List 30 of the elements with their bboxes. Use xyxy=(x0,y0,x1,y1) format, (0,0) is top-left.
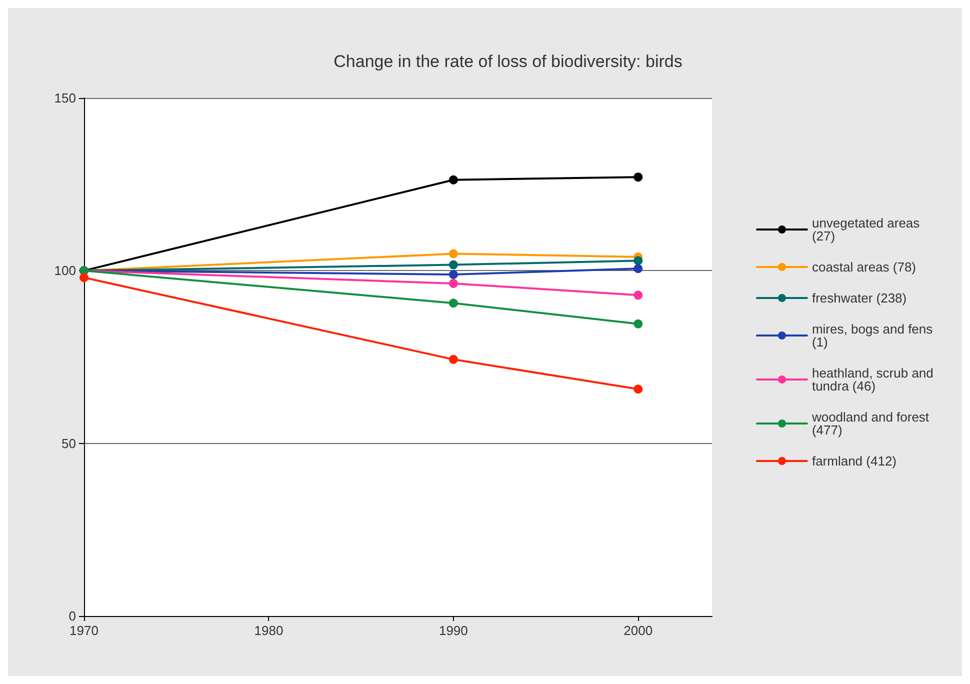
legend-label: heathland, scrub and tundra (46) xyxy=(812,366,938,394)
legend-label: freshwater (238) xyxy=(812,290,907,306)
legend-label: woodland and forest (477) xyxy=(810,410,933,438)
y-tick-label: 50 xyxy=(62,436,76,451)
point xyxy=(448,249,458,258)
point xyxy=(448,354,458,364)
point xyxy=(448,278,458,288)
point xyxy=(634,384,643,394)
x-tick-label: 1980 xyxy=(254,623,284,638)
point xyxy=(634,172,643,182)
point xyxy=(448,175,458,184)
point xyxy=(448,270,458,279)
y-tick-label: 150 xyxy=(54,90,76,106)
x-tick-label: 1970 xyxy=(70,623,98,638)
point xyxy=(634,256,643,266)
x-tick-label: 1990 xyxy=(438,623,468,638)
y-tick-label: 0 xyxy=(68,608,76,624)
point xyxy=(634,264,643,274)
legend-label: farmland (412) xyxy=(812,454,897,468)
point xyxy=(80,273,88,282)
legend-label: mires, bogs and fens (1) xyxy=(812,322,936,350)
point xyxy=(448,298,458,308)
chart-title: Change in the rate of loss of biodiversity: birds xyxy=(334,52,682,71)
x-tick-label: 2000 xyxy=(624,623,653,638)
legend-label: coastal areas (78) xyxy=(812,260,916,274)
legend-label: unvegetated areas (27) xyxy=(812,216,924,244)
point xyxy=(448,260,458,270)
point xyxy=(634,290,643,300)
point xyxy=(634,319,643,328)
y-tick-label: 100 xyxy=(54,263,76,278)
